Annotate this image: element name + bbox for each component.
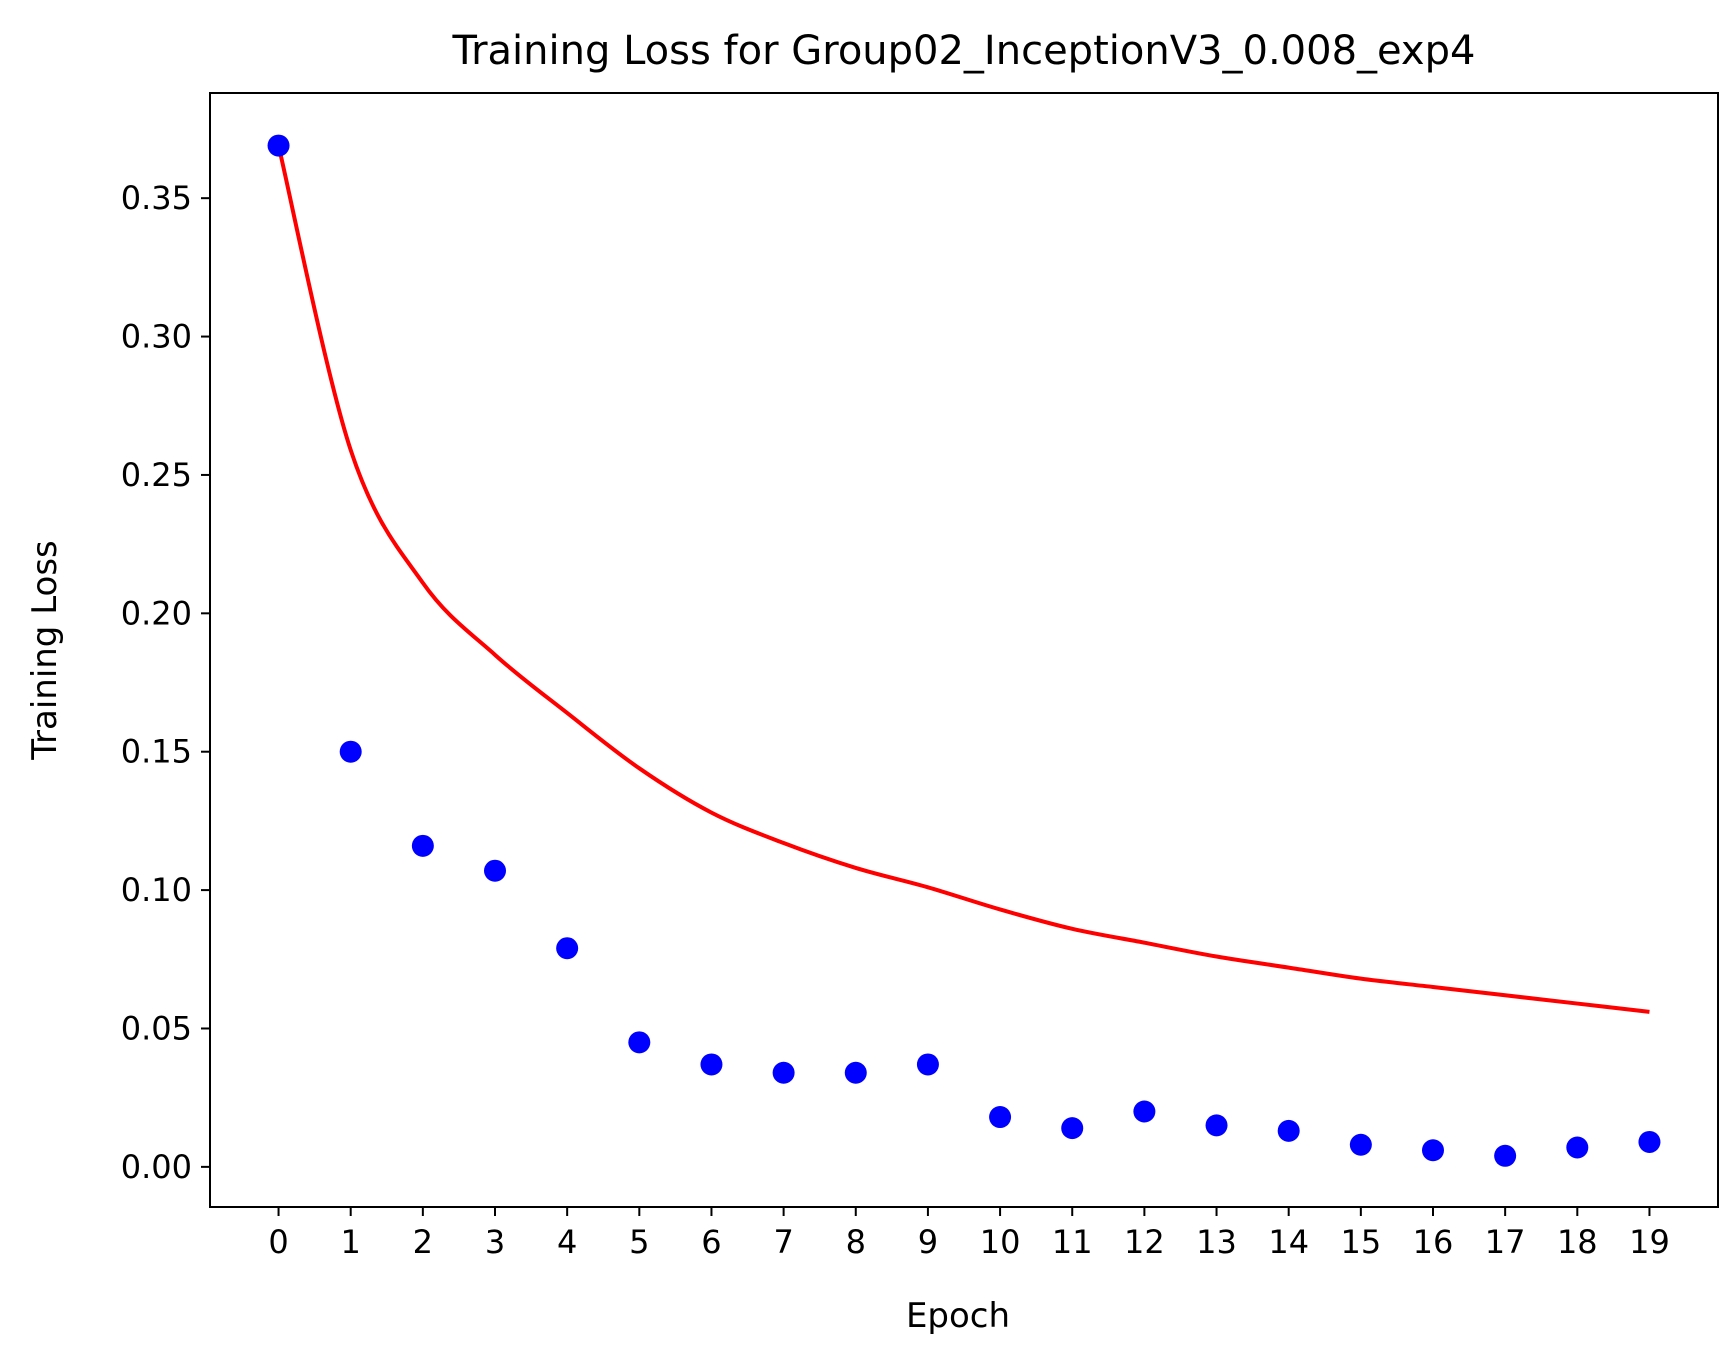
- y-tick-label: 0.25: [121, 456, 192, 494]
- scatter-point: [1133, 1100, 1156, 1123]
- y-tick-label: 0.00: [121, 1148, 192, 1186]
- scatter-point: [1277, 1119, 1300, 1142]
- x-tick-label: 13: [1196, 1223, 1237, 1261]
- scatter-point: [844, 1061, 867, 1084]
- x-tick-label: 18: [1557, 1223, 1598, 1261]
- scatter-point: [1638, 1130, 1661, 1153]
- y-axis-label: Training Loss: [25, 540, 65, 761]
- x-axis: 0 1 2 3 4 5 6 7 8 9 10 11 12 13 14 15 16 17 18 19: [268, 1207, 1670, 1261]
- chart-title: Training Loss for Group02_InceptionV3_0.…: [452, 28, 1476, 74]
- x-tick-label: 7: [773, 1223, 793, 1261]
- x-tick-label: 10: [980, 1223, 1021, 1261]
- scatter-point: [700, 1053, 723, 1076]
- scatter-point: [1061, 1117, 1084, 1140]
- scatter-point: [339, 740, 362, 763]
- x-tick-label: 16: [1413, 1223, 1454, 1261]
- x-tick-label: 19: [1629, 1223, 1670, 1261]
- y-tick-label: 0.30: [121, 318, 192, 356]
- y-tick-label: 0.10: [121, 871, 192, 909]
- y-tick-label: 0.35: [121, 179, 192, 217]
- x-tick-label: 17: [1485, 1223, 1526, 1261]
- y-tick-label: 0.05: [121, 1009, 192, 1047]
- x-tick-label: 12: [1124, 1223, 1165, 1261]
- scatter-point: [484, 859, 507, 882]
- scatter-point: [556, 937, 579, 960]
- series-line: [276, 145, 1650, 1014]
- scatter-point: [1494, 1144, 1517, 1167]
- x-tick-label: 11: [1052, 1223, 1093, 1261]
- y-tick-label: 0.15: [121, 733, 192, 771]
- scatter-point: [628, 1031, 651, 1054]
- x-tick-label: 2: [413, 1223, 433, 1261]
- x-tick-label: 1: [341, 1223, 361, 1261]
- y-tick-label: 0.20: [121, 594, 192, 632]
- scatter-point: [1421, 1139, 1444, 1162]
- x-tick-label: 14: [1268, 1223, 1309, 1261]
- x-tick-label: 9: [918, 1223, 938, 1261]
- scatter-point: [772, 1061, 795, 1084]
- scatter-point: [916, 1053, 939, 1076]
- x-axis-label: Epoch: [906, 1296, 1010, 1336]
- x-tick-label: 0: [268, 1223, 288, 1261]
- x-tick-label: 4: [557, 1223, 577, 1261]
- plot-area: [267, 134, 1661, 1167]
- scatter-point: [1566, 1136, 1589, 1159]
- x-tick-label: 6: [701, 1223, 721, 1261]
- scatter-point: [1205, 1114, 1228, 1137]
- scatter-point: [1349, 1133, 1372, 1156]
- scatter-point: [411, 834, 434, 857]
- x-tick-label: 15: [1340, 1223, 1381, 1261]
- x-tick-label: 8: [846, 1223, 866, 1261]
- x-tick-label: 3: [485, 1223, 505, 1261]
- y-axis: 0.00 0.05 0.10 0.15 0.20 0.25 0.30 0.35: [121, 179, 210, 1186]
- scatter-point: [989, 1106, 1012, 1129]
- plot-frame: [209, 92, 1719, 1208]
- x-tick-label: 5: [629, 1223, 649, 1261]
- scatter-point: [267, 134, 290, 157]
